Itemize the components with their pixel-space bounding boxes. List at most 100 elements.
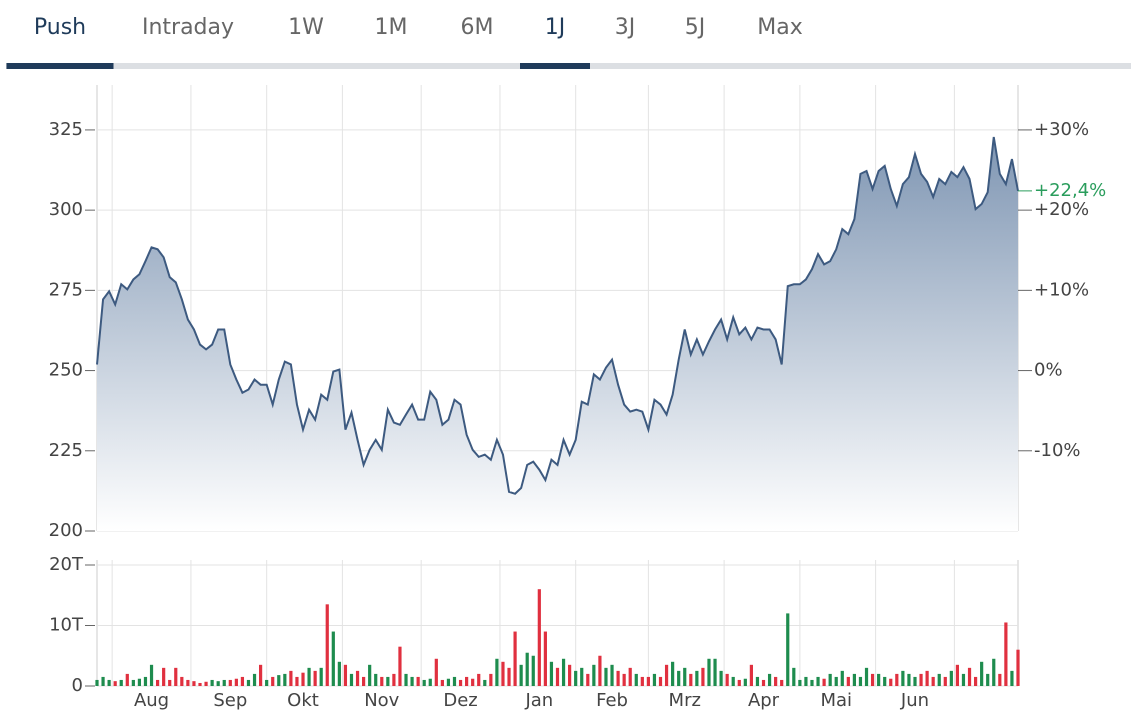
volume-bar bbox=[471, 678, 475, 686]
volume-bar bbox=[137, 678, 142, 686]
volume-bar bbox=[483, 679, 487, 686]
volume-bar bbox=[973, 676, 978, 686]
volume-bar bbox=[725, 673, 729, 686]
volume-bar bbox=[640, 676, 644, 686]
volume-bar bbox=[398, 646, 402, 686]
volume-bar bbox=[489, 673, 493, 686]
volume-bar bbox=[677, 670, 681, 686]
volume-bar bbox=[162, 667, 166, 686]
volume-bar bbox=[568, 664, 572, 686]
volume-bar bbox=[319, 667, 323, 686]
volume-bar bbox=[616, 670, 620, 686]
tab-indicator bbox=[520, 63, 590, 69]
volume-bar bbox=[804, 676, 808, 686]
volume-bar bbox=[222, 679, 226, 686]
volume-bar bbox=[107, 679, 111, 686]
current-change-label: +22,4% bbox=[1034, 180, 1106, 201]
volume-bar bbox=[961, 673, 966, 686]
volume-bar bbox=[307, 667, 311, 686]
volume-bar bbox=[858, 676, 863, 686]
tab[interactable]: Push bbox=[34, 15, 86, 40]
price-line bbox=[96, 136, 1019, 495]
tab[interactable]: 1W bbox=[288, 15, 324, 40]
volume-bar bbox=[465, 676, 469, 686]
volume-bar bbox=[877, 673, 881, 686]
tab[interactable]: Intraday bbox=[142, 15, 234, 40]
volume-bar bbox=[295, 676, 299, 686]
volume-bar bbox=[664, 664, 669, 686]
volume-bar bbox=[216, 681, 220, 686]
volume-bar bbox=[192, 681, 196, 686]
volume-bar bbox=[955, 664, 960, 686]
price-area bbox=[97, 136, 1018, 532]
volume-bar bbox=[767, 673, 772, 686]
x-tick-label: Aug bbox=[134, 690, 169, 711]
volume-bar bbox=[919, 673, 923, 686]
volume-bar bbox=[392, 673, 396, 686]
volume-bar bbox=[271, 676, 275, 686]
volume-bar bbox=[574, 670, 578, 686]
y-tick-label: 300 bbox=[49, 199, 83, 220]
volume-bar bbox=[1004, 622, 1008, 686]
volume-bar bbox=[404, 673, 408, 686]
volume-bar bbox=[786, 613, 790, 686]
volume-bar bbox=[646, 676, 650, 686]
tab[interactable]: Max bbox=[757, 15, 802, 40]
volume-bar bbox=[986, 673, 990, 686]
y-tick-label: 225 bbox=[49, 440, 83, 461]
volume-bar bbox=[889, 678, 893, 686]
x-tick-label: Sep bbox=[213, 690, 247, 711]
x-tick-label: Jan bbox=[524, 690, 553, 711]
volume-bar bbox=[901, 670, 905, 686]
volume-bar bbox=[634, 673, 638, 686]
volume-bar bbox=[719, 670, 723, 686]
volume-bar bbox=[343, 664, 348, 686]
volume-bar bbox=[834, 676, 838, 686]
volume-bar bbox=[246, 679, 251, 686]
tab[interactable]: 1M bbox=[375, 15, 408, 40]
volume-bar bbox=[1010, 670, 1014, 686]
volume-bar bbox=[792, 667, 796, 686]
volume-bar bbox=[155, 679, 160, 686]
volume-bar bbox=[689, 673, 693, 686]
volume-bar bbox=[949, 670, 953, 686]
volume-bar bbox=[755, 676, 760, 686]
volume-bar bbox=[828, 673, 832, 686]
y-tick-label: 325 bbox=[49, 119, 83, 140]
volume-bar bbox=[737, 679, 741, 686]
volume-bar bbox=[301, 672, 305, 686]
tab[interactable]: 6M bbox=[461, 15, 494, 40]
volume-bar bbox=[95, 679, 99, 686]
volume-bar bbox=[113, 681, 117, 686]
volume-bar bbox=[374, 673, 378, 686]
volume-bar bbox=[610, 664, 614, 686]
volume-bar bbox=[198, 682, 202, 686]
y-tick-label: 200 bbox=[49, 520, 83, 541]
volume-bar bbox=[586, 673, 590, 686]
volume-bar bbox=[331, 631, 335, 686]
y2-tick-label: -10% bbox=[1034, 440, 1081, 461]
volume-bar bbox=[258, 664, 263, 686]
volume-bar bbox=[937, 673, 941, 686]
volume-bar bbox=[355, 670, 360, 686]
volume-bar bbox=[931, 676, 935, 686]
volume-bar bbox=[337, 661, 341, 686]
volume-bar bbox=[277, 675, 281, 686]
volume-bar bbox=[780, 679, 784, 686]
volume-bar bbox=[458, 679, 463, 686]
tab[interactable]: 3J bbox=[615, 15, 636, 40]
volume-bar bbox=[683, 667, 687, 686]
y-tick-label: 0 bbox=[72, 675, 83, 696]
tab[interactable]: 1J bbox=[545, 15, 566, 40]
x-tick-label: Okt bbox=[287, 690, 319, 711]
volume-bar bbox=[101, 676, 105, 686]
volume-bar bbox=[434, 658, 438, 686]
volume-bar bbox=[852, 673, 857, 686]
volume-bar bbox=[519, 664, 523, 686]
tab[interactable]: 5J bbox=[685, 15, 706, 40]
volume-bar bbox=[143, 676, 148, 686]
volume-bar bbox=[507, 667, 511, 686]
y2-tick-label: +10% bbox=[1034, 279, 1089, 300]
volume-bar bbox=[125, 673, 129, 686]
volume-bar bbox=[119, 679, 123, 686]
